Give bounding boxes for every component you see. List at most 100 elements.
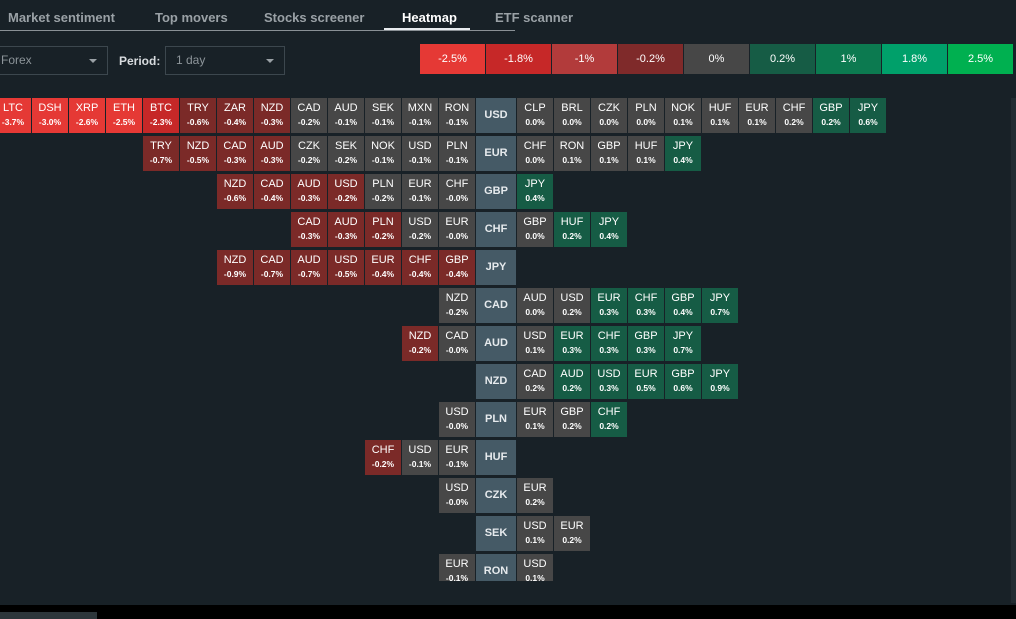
heatmap-cell[interactable]: EUR 0.2% bbox=[517, 478, 553, 513]
heatmap-cell[interactable]: GBP 0.4% bbox=[665, 288, 701, 323]
heatmap-cell[interactable]: USD -0.0% bbox=[439, 402, 475, 437]
base-currency[interactable]: HUF bbox=[476, 440, 516, 475]
base-currency[interactable]: JPY bbox=[476, 250, 516, 285]
heatmap-cell[interactable]: AUD -0.1% bbox=[328, 98, 364, 133]
heatmap-cell[interactable]: NOK 0.1% bbox=[665, 98, 701, 133]
vertical-scrollbar[interactable] bbox=[1011, 98, 1016, 603]
heatmap-cell[interactable]: USD 0.2% bbox=[554, 288, 590, 323]
base-currency[interactable]: CAD bbox=[476, 288, 516, 323]
base-currency[interactable]: CZK bbox=[476, 478, 516, 513]
heatmap-cell[interactable]: AUD -0.3% bbox=[328, 212, 364, 247]
heatmap-cell[interactable]: AUD 0.2% bbox=[554, 364, 590, 399]
heatmap-cell[interactable]: USD -0.1% bbox=[402, 440, 438, 475]
heatmap-cell[interactable]: PLN -0.2% bbox=[365, 174, 401, 209]
base-currency[interactable]: GBP bbox=[476, 174, 516, 209]
heatmap-cell[interactable]: USD -0.1% bbox=[402, 136, 438, 171]
heatmap-cell[interactable]: PLN 0.0% bbox=[628, 98, 664, 133]
heatmap-cell[interactable]: EUR -0.1% bbox=[439, 440, 475, 475]
heatmap-cell[interactable]: CHF 0.2% bbox=[591, 402, 627, 437]
heatmap-cell[interactable]: EUR 0.2% bbox=[554, 516, 590, 551]
heatmap-cell[interactable]: CZK -0.2% bbox=[291, 136, 327, 171]
heatmap-cell[interactable]: USD 0.1% bbox=[517, 554, 553, 581]
heatmap-cell[interactable]: PLN -0.2% bbox=[365, 212, 401, 247]
heatmap-cell[interactable]: USD -0.2% bbox=[402, 212, 438, 247]
base-currency[interactable]: USD bbox=[476, 98, 516, 133]
heatmap-cell[interactable]: CAD -0.0% bbox=[439, 326, 475, 361]
heatmap-cell[interactable]: NZD -0.2% bbox=[439, 288, 475, 323]
heatmap-cell[interactable]: EUR -0.0% bbox=[439, 212, 475, 247]
heatmap-cell[interactable]: CAD -0.3% bbox=[217, 136, 253, 171]
heatmap-cell[interactable]: NZD -0.9% bbox=[217, 250, 253, 285]
heatmap-cell[interactable]: CLP 0.0% bbox=[517, 98, 553, 133]
heatmap-cell[interactable]: CHF -0.4% bbox=[402, 250, 438, 285]
heatmap-cell[interactable]: GBP 0.2% bbox=[554, 402, 590, 437]
heatmap-cell[interactable]: HUF 0.1% bbox=[628, 136, 664, 171]
heatmap-cell[interactable]: EUR -0.1% bbox=[439, 554, 475, 581]
base-currency[interactable]: RON bbox=[476, 554, 516, 581]
heatmap-cell[interactable]: GBP 0.2% bbox=[813, 98, 849, 133]
market-select[interactable]: Forex bbox=[0, 46, 108, 75]
base-currency[interactable]: EUR bbox=[476, 136, 516, 171]
heatmap-cell[interactable]: ZAR -0.4% bbox=[217, 98, 253, 133]
heatmap-cell[interactable]: USD 0.1% bbox=[517, 326, 553, 361]
heatmap-cell[interactable]: CHF -0.2% bbox=[365, 440, 401, 475]
heatmap-cell[interactable]: CAD -0.3% bbox=[291, 212, 327, 247]
heatmap-cell[interactable]: AUD 0.0% bbox=[517, 288, 553, 323]
heatmap-cell[interactable]: GBP 0.1% bbox=[591, 136, 627, 171]
heatmap-cell[interactable]: TRY -0.7% bbox=[143, 136, 179, 171]
heatmap-cell[interactable]: CHF 0.2% bbox=[776, 98, 812, 133]
heatmap-cell[interactable]: USD 0.1% bbox=[517, 516, 553, 551]
heatmap-cell[interactable]: EUR -0.4% bbox=[365, 250, 401, 285]
heatmap-cell[interactable]: SEK -0.1% bbox=[365, 98, 401, 133]
heatmap-cell[interactable]: JPY 0.4% bbox=[517, 174, 553, 209]
heatmap-cell[interactable]: NZD -0.5% bbox=[180, 136, 216, 171]
heatmap-cell[interactable]: ETH -2.5% bbox=[106, 98, 142, 133]
heatmap-cell[interactable]: HUF 0.1% bbox=[702, 98, 738, 133]
tab-market-sentiment[interactable]: Market sentiment bbox=[8, 10, 115, 25]
heatmap-cell[interactable]: GBP 0.6% bbox=[665, 364, 701, 399]
heatmap-cell[interactable]: EUR bbox=[517, 592, 553, 600]
heatmap-cell[interactable]: RON -0.1% bbox=[439, 98, 475, 133]
heatmap-cell[interactable]: EUR -0.1% bbox=[402, 174, 438, 209]
base-currency[interactable]: SEK bbox=[476, 516, 516, 551]
heatmap-cell[interactable]: RON 0.1% bbox=[554, 136, 590, 171]
heatmap-cell[interactable]: NZD -0.3% bbox=[254, 98, 290, 133]
heatmap-cell[interactable]: SEK -0.2% bbox=[328, 136, 364, 171]
heatmap-cell[interactable]: CAD 0.2% bbox=[517, 364, 553, 399]
heatmap-cell[interactable]: JPY 0.4% bbox=[591, 212, 627, 247]
heatmap-cell[interactable]: CAD -0.4% bbox=[254, 174, 290, 209]
heatmap-cell[interactable]: JPY 0.4% bbox=[665, 136, 701, 171]
heatmap-cell[interactable]: USD -0.5% bbox=[328, 250, 364, 285]
tab-top-movers[interactable]: Top movers bbox=[155, 10, 228, 25]
base-currency[interactable]: CHF bbox=[476, 212, 516, 247]
heatmap-cell[interactable]: TRY -0.6% bbox=[180, 98, 216, 133]
heatmap-cell[interactable]: EUR 0.5% bbox=[628, 364, 664, 399]
tab-stocks-screener[interactable]: Stocks screener bbox=[264, 10, 365, 25]
heatmap-cell[interactable]: USD 0.3% bbox=[591, 364, 627, 399]
heatmap-cell[interactable]: XRP -2.6% bbox=[69, 98, 105, 133]
base-currency[interactable]: AUD bbox=[476, 326, 516, 361]
heatmap-cell[interactable]: BTC -2.3% bbox=[143, 98, 179, 133]
heatmap-cell[interactable]: LTC -3.7% bbox=[0, 98, 31, 133]
heatmap-cell[interactable]: CHF -0.0% bbox=[439, 174, 475, 209]
heatmap-cell[interactable]: EUR 0.3% bbox=[554, 326, 590, 361]
heatmap-cell[interactable]: AUD -0.3% bbox=[254, 136, 290, 171]
heatmap-cell[interactable]: NZD -0.6% bbox=[217, 174, 253, 209]
heatmap-cell[interactable]: CHF 0.3% bbox=[591, 326, 627, 361]
heatmap-cell[interactable]: CHF 0.0% bbox=[517, 136, 553, 171]
heatmap-cell[interactable]: CAD -0.7% bbox=[254, 250, 290, 285]
heatmap-cell[interactable]: JPY 0.6% bbox=[850, 98, 886, 133]
heatmap-cell[interactable]: DSH -3.0% bbox=[32, 98, 68, 133]
heatmap-cell[interactable]: EUR 0.3% bbox=[591, 288, 627, 323]
heatmap-cell[interactable]: AUD -0.7% bbox=[291, 250, 327, 285]
horizontal-scrollbar[interactable] bbox=[0, 612, 97, 619]
heatmap-cell[interactable]: JPY 0.7% bbox=[702, 288, 738, 323]
tab-etf-scanner[interactable]: ETF scanner bbox=[495, 10, 574, 25]
heatmap-cell[interactable]: NZD -0.2% bbox=[402, 326, 438, 361]
heatmap-cell[interactable]: NOK -0.1% bbox=[365, 136, 401, 171]
heatmap-cell[interactable]: EUR 0.1% bbox=[517, 402, 553, 437]
heatmap-cell[interactable]: GBP -0.4% bbox=[439, 250, 475, 285]
heatmap-cell[interactable]: CHF 0.3% bbox=[628, 288, 664, 323]
heatmap-cell[interactable]: GBP 0.0% bbox=[517, 212, 553, 247]
base-currency[interactable]: NZD bbox=[476, 364, 516, 399]
